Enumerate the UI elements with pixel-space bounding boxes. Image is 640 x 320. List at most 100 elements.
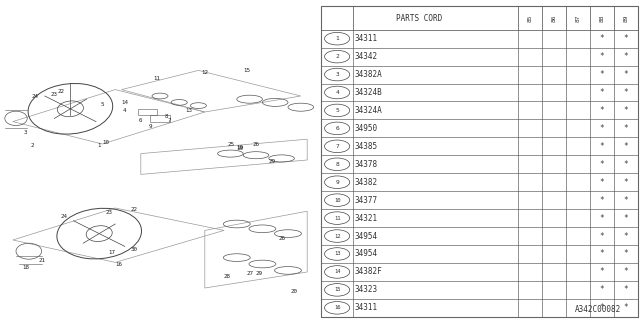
Text: 11: 11	[154, 76, 160, 81]
Text: 86: 86	[551, 14, 556, 22]
Text: 13: 13	[334, 252, 340, 257]
Text: 28: 28	[224, 274, 230, 279]
Text: *: *	[624, 142, 628, 151]
Text: *: *	[600, 160, 604, 169]
Text: 26: 26	[253, 141, 260, 147]
Text: 16: 16	[334, 305, 340, 310]
Text: *: *	[624, 88, 628, 97]
Text: 14: 14	[334, 269, 340, 275]
Text: 23: 23	[51, 92, 58, 97]
Text: *: *	[600, 214, 604, 223]
Text: 5: 5	[100, 101, 104, 107]
Text: 4: 4	[123, 108, 127, 113]
Text: 19: 19	[237, 145, 244, 150]
Text: 2: 2	[335, 54, 339, 59]
Text: *: *	[600, 268, 604, 276]
Text: 30: 30	[131, 247, 138, 252]
Text: A342C00082: A342C00082	[575, 305, 621, 314]
Text: 34377: 34377	[355, 196, 378, 205]
Text: *: *	[600, 142, 604, 151]
Text: *: *	[624, 106, 628, 115]
Text: 9: 9	[148, 124, 152, 129]
Text: 6: 6	[335, 126, 339, 131]
Text: 34382F: 34382F	[355, 268, 382, 276]
Text: *: *	[624, 70, 628, 79]
Text: 19: 19	[237, 146, 243, 151]
Text: 2: 2	[30, 143, 34, 148]
Text: *: *	[624, 52, 628, 61]
Text: *: *	[600, 232, 604, 241]
Bar	[321, 6, 638, 317]
Text: *: *	[624, 178, 628, 187]
Text: *: *	[600, 285, 604, 294]
Text: *: *	[600, 196, 604, 205]
Text: 34382A: 34382A	[355, 70, 382, 79]
Text: 5: 5	[335, 108, 339, 113]
Text: 10: 10	[102, 140, 109, 145]
Text: *: *	[624, 214, 628, 223]
Text: *: *	[624, 303, 628, 312]
Text: *: *	[600, 52, 604, 61]
Text: 34385: 34385	[355, 142, 378, 151]
Text: 7: 7	[335, 144, 339, 149]
Text: 34342: 34342	[355, 52, 378, 61]
Text: 17: 17	[109, 250, 115, 255]
Text: *: *	[624, 196, 628, 205]
Text: 7: 7	[168, 117, 172, 123]
Text: *: *	[624, 250, 628, 259]
Text: 34311: 34311	[355, 34, 378, 43]
Text: 9: 9	[335, 180, 339, 185]
Text: 24: 24	[32, 93, 38, 99]
Text: 6: 6	[139, 117, 143, 123]
Text: *: *	[624, 34, 628, 43]
Text: *: *	[624, 268, 628, 276]
Text: *: *	[600, 303, 604, 312]
Text: 8: 8	[164, 114, 168, 119]
Text: 1: 1	[97, 143, 101, 148]
Text: 34382: 34382	[355, 178, 378, 187]
Text: 27: 27	[246, 271, 253, 276]
Text: 11: 11	[334, 216, 340, 220]
Text: 15: 15	[243, 68, 250, 73]
Text: PARTS CORD: PARTS CORD	[396, 13, 443, 22]
Text: 20: 20	[291, 289, 298, 294]
Text: 88: 88	[600, 14, 604, 22]
Text: 22: 22	[131, 207, 138, 212]
Text: 21: 21	[38, 258, 45, 263]
Text: *: *	[600, 34, 604, 43]
Text: *: *	[624, 124, 628, 133]
Text: 1: 1	[335, 36, 339, 41]
Text: 15: 15	[334, 287, 340, 292]
Text: 34954: 34954	[355, 250, 378, 259]
Text: 8: 8	[335, 162, 339, 167]
Text: 26: 26	[278, 236, 285, 241]
Text: 34323: 34323	[355, 285, 378, 294]
Text: *: *	[600, 250, 604, 259]
Text: 12: 12	[334, 234, 340, 238]
Text: 34950: 34950	[355, 124, 378, 133]
Text: 24: 24	[61, 213, 67, 219]
Text: *: *	[624, 160, 628, 169]
Text: 10: 10	[334, 198, 340, 203]
Bar	[150, 115, 170, 122]
Text: 89: 89	[623, 14, 628, 22]
Text: 34954: 34954	[355, 232, 378, 241]
Bar	[138, 109, 157, 115]
Text: 34324A: 34324A	[355, 106, 382, 115]
Text: *: *	[624, 285, 628, 294]
Text: 23: 23	[106, 210, 112, 215]
Text: 12: 12	[202, 69, 208, 75]
Text: *: *	[600, 178, 604, 187]
Text: *: *	[600, 70, 604, 79]
Text: *: *	[600, 124, 604, 133]
Text: *: *	[600, 106, 604, 115]
Text: 34311: 34311	[355, 303, 378, 312]
Text: 34321: 34321	[355, 214, 378, 223]
Text: 22: 22	[58, 89, 64, 94]
Text: 34324B: 34324B	[355, 88, 382, 97]
Text: 87: 87	[575, 14, 580, 22]
Text: 3: 3	[24, 130, 28, 135]
Text: *: *	[600, 88, 604, 97]
Text: 85: 85	[527, 14, 532, 22]
Text: 29: 29	[256, 271, 262, 276]
